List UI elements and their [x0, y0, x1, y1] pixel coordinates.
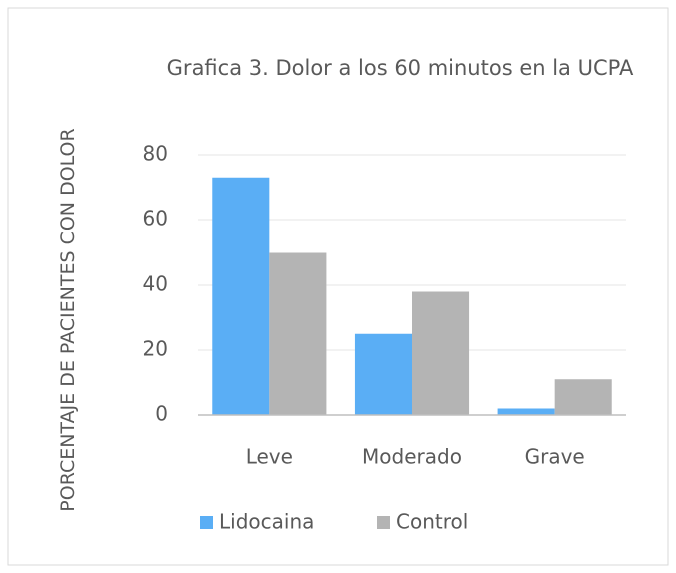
- y-axis-label: PORCENTAJE DE PACIENTES CON DOLOR: [57, 128, 79, 512]
- legend-swatch: [200, 516, 213, 529]
- legend-swatch: [377, 516, 390, 529]
- x-tick-label: Leve: [246, 445, 293, 469]
- y-tick-label: 60: [143, 207, 168, 231]
- bar: [354, 333, 412, 415]
- bar: [269, 252, 327, 415]
- y-tick-label: 20: [143, 337, 168, 361]
- y-tick-label: 40: [143, 272, 168, 296]
- y-tick-label: 0: [155, 402, 168, 426]
- bar: [497, 408, 555, 415]
- chart-title: Grafica 3. Dolor a los 60 minutos en la …: [166, 56, 634, 80]
- chart-border: [7, 7, 669, 566]
- bar: [212, 177, 270, 415]
- x-tick-label: Grave: [525, 445, 585, 469]
- legend-label: Lidocaina: [219, 510, 314, 534]
- y-tick-label: 80: [143, 142, 168, 166]
- bar: [554, 379, 612, 415]
- bar: [412, 291, 470, 415]
- legend-label: Control: [396, 510, 468, 534]
- x-tick-label: Moderado: [362, 445, 462, 469]
